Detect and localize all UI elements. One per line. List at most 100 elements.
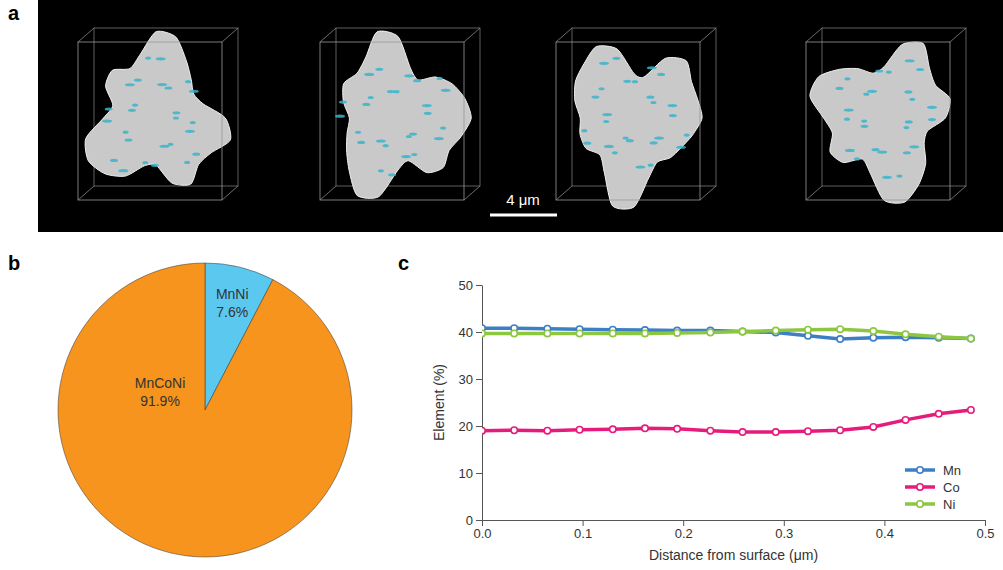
tick-label: 0.2: [675, 526, 693, 541]
surface-feature: [583, 142, 591, 145]
panel-label: a: [8, 2, 20, 24]
surface-feature: [861, 120, 867, 123]
surface-feature: [657, 73, 665, 76]
surface-feature: [654, 136, 664, 139]
surface-feature: [647, 66, 657, 69]
y-axis-title: Element (%): [431, 364, 447, 441]
surface-feature: [184, 161, 190, 164]
surface-feature: [667, 104, 677, 107]
legend-label: Mn: [943, 463, 961, 478]
tick-mark: [476, 473, 482, 474]
surface-feature: [413, 79, 421, 82]
rendered-particle: [78, 28, 238, 200]
series-marker: [544, 330, 550, 336]
surface-feature: [909, 98, 915, 101]
panel-a: a4 μm: [8, 0, 1003, 232]
pie-slice: [58, 263, 352, 557]
surface-feature: [872, 148, 880, 151]
particle-surface: [343, 31, 472, 198]
slice-category: MnNi: [216, 286, 249, 302]
figure: a4 μmbMnNi7.6%MnCoNi91.9%c0.00.10.20.30.…: [0, 0, 1003, 570]
rendered-particle: [806, 28, 966, 203]
surface-feature: [844, 118, 850, 121]
tick: 0.2: [675, 520, 693, 541]
surface-feature: [335, 115, 345, 118]
tick-mark: [985, 520, 986, 526]
surface-feature: [676, 146, 686, 149]
surface-feature: [845, 149, 855, 152]
series-marker: [482, 428, 485, 434]
surface-feature: [339, 100, 347, 103]
slice-label: MnNi7.6%: [216, 286, 249, 320]
tick-label: 0.1: [574, 526, 592, 541]
surface-feature: [128, 109, 136, 112]
bounding-box-edge: [556, 186, 572, 200]
series-marker: [837, 336, 843, 342]
surface-feature: [145, 57, 151, 60]
surface-feature: [867, 90, 877, 93]
surface-feature: [650, 101, 656, 104]
series-marker: [837, 326, 843, 332]
tick-mark: [884, 520, 885, 526]
surface-feature: [599, 87, 605, 90]
slice-value: 91.9%: [140, 393, 180, 409]
series-marker: [870, 334, 876, 340]
surface-feature: [863, 93, 869, 96]
series-line: [482, 410, 971, 432]
surface-feature: [387, 90, 395, 93]
series-marker: [968, 407, 974, 413]
slice-label: MnCoNi91.9%: [135, 375, 186, 409]
surface-feature: [905, 59, 915, 62]
series-marker: [936, 334, 942, 340]
tick-mark: [476, 285, 482, 286]
surface-feature: [362, 103, 370, 106]
surface-feature: [886, 71, 892, 74]
rendered-particle: [320, 28, 480, 200]
surface-feature: [151, 164, 159, 167]
surface-feature: [424, 112, 432, 115]
series-marker: [610, 426, 616, 432]
surface-feature: [118, 169, 128, 172]
tick-label: 40: [459, 325, 473, 340]
bounding-box-edge: [950, 28, 966, 42]
tick: 40: [459, 325, 482, 340]
surface-feature: [927, 106, 937, 109]
surface-feature: [388, 173, 396, 176]
tick: 0.4: [876, 520, 894, 541]
plot-area: [482, 325, 974, 435]
surface-feature: [591, 96, 599, 99]
tick-label: 20: [459, 419, 473, 434]
tick: 30: [459, 372, 482, 387]
tick-label: 10: [459, 466, 473, 481]
particle-surface: [85, 31, 231, 185]
surface-feature: [364, 73, 374, 76]
surface-feature: [434, 137, 444, 140]
surface-feature: [355, 131, 361, 134]
surface-feature: [599, 62, 609, 65]
bounding-box-edge: [950, 186, 966, 200]
series-marker: [902, 417, 908, 423]
surface-feature: [612, 151, 618, 154]
tick: 0: [466, 513, 482, 528]
surface-feature: [102, 120, 112, 123]
tick: 0.5: [976, 520, 994, 541]
surface-feature: [441, 89, 451, 92]
bounding-box-edge: [806, 186, 822, 200]
surface-feature: [173, 116, 179, 119]
surface-feature: [134, 78, 142, 81]
surface-feature: [844, 108, 854, 111]
series-marker: [642, 330, 648, 336]
series-marker: [739, 328, 745, 334]
legend-marker: [917, 501, 923, 507]
particle-surface: [810, 42, 950, 203]
series-marker: [511, 330, 517, 336]
tick-mark: [683, 520, 684, 526]
legend-entry: Ni: [905, 497, 955, 512]
panel-label: c: [398, 252, 409, 274]
tick: 0.0: [473, 520, 491, 541]
bounding-box-edge: [700, 186, 716, 200]
surface-feature: [401, 155, 411, 158]
tick: 20: [459, 419, 482, 434]
surface-feature: [190, 121, 196, 124]
bounding-box-edge: [320, 186, 336, 200]
